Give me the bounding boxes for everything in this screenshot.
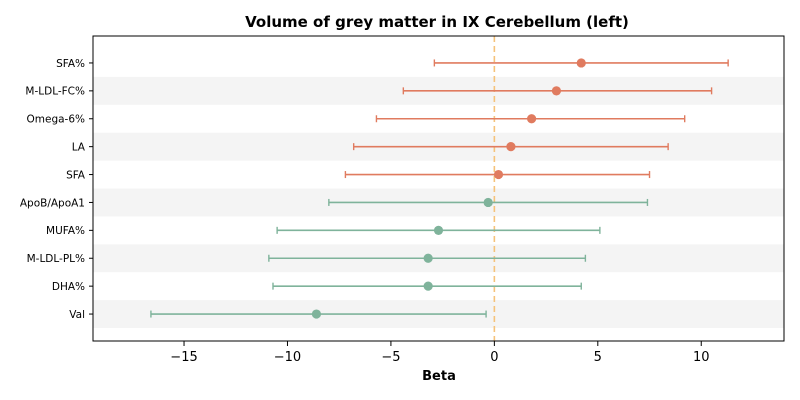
y-tick-label: M-LDL-FC% [25, 86, 85, 98]
beta-point [526, 114, 537, 124]
beta-point [576, 58, 586, 68]
y-tick-label: DHA% [52, 281, 85, 293]
beta-point [493, 169, 504, 180]
x-axis: −15 −10 −5 0 5 10 [170, 341, 710, 365]
y-tick-label: SFA% [56, 58, 85, 70]
y-tick-labels: SFA% M-LDL-FC% Omega-6% LA SFA ApoB/ApoA1 MUFA… [20, 58, 93, 321]
beta-point [423, 253, 433, 263]
data-marks [150, 58, 729, 319]
y-tick-label: Val [69, 309, 85, 321]
y-tick-label: LA [72, 141, 86, 153]
x-tick-label: −15 [170, 350, 197, 365]
beta-point [506, 142, 516, 152]
chart-title: Volume of grey matter in IX Cerebellum (… [245, 13, 629, 31]
plot-frame [92, 35, 785, 342]
beta-point [311, 309, 322, 319]
x-tick-label: 10 [693, 350, 710, 365]
x-axis-label: Beta [422, 369, 456, 384]
x-tick-label: 5 [594, 350, 602, 365]
y-tick-label: Omega-6% [27, 114, 86, 126]
y-tick-label: SFA [66, 169, 86, 181]
y-tick-label: MUFA% [46, 225, 85, 237]
beta-point [483, 197, 493, 208]
y-tick-label: M-LDL-PL% [27, 253, 85, 265]
beta-point [423, 281, 433, 291]
x-tick-label: 0 [490, 350, 498, 365]
x-tick-label: −10 [274, 350, 301, 365]
beta-point [551, 86, 562, 96]
x-tick-label: −5 [381, 350, 400, 365]
y-tick-label: ApoB/ApoA1 [20, 197, 85, 209]
beta-point [433, 225, 444, 235]
